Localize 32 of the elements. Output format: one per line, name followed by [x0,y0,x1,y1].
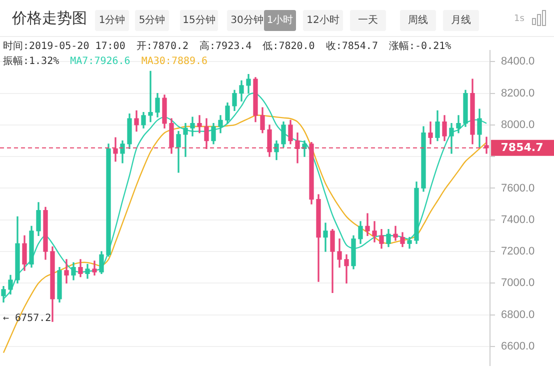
annotation: 振幅:1.32% [3,56,60,67]
ref-line-label: 7854.7 [500,140,544,154]
y-tick-label: 7200.0 [501,246,535,258]
chart-title: 价格走势图 [12,9,87,28]
annotation: 开:7870.2 [136,41,189,52]
annotation: 高:7923.4 [200,41,252,52]
annotation: MA7:7926.6 [70,56,130,67]
text: 5分钟 [135,10,169,31]
y-tick-label: 8400.0 [501,56,535,68]
text: 15分钟 [180,10,218,31]
annotation: MA30:7889.6 [141,56,208,67]
text: 一天 [350,10,386,31]
line-series [2,114,488,354]
text: 1分钟 [95,10,129,31]
annotation: 收:7854.7 [326,41,378,52]
text: 月线 [443,10,479,31]
text: 30分钟 [227,10,267,31]
line-series [2,92,488,300]
y-tick-label: 6600.0 [501,340,535,352]
text: 1小时 [264,10,296,31]
text: 12小时 [303,10,343,31]
y-tick-label: 8000.0 [501,118,535,131]
text: 周线 [400,10,436,31]
annotation: 涨幅:-0.21% [388,41,452,52]
y-tick-label: 7400.0 [501,214,535,226]
text: 1s [514,14,524,24]
y-tick-label: 7000.0 [501,277,535,290]
y-tick-label: 6800.0 [501,308,535,321]
annotation: 时间:2019-05-20 17:00 [3,41,126,52]
y-tick-label: 8200.0 [501,87,535,100]
annotation: 低:7820.0 [262,41,315,52]
y-tick-label: 7600.0 [501,182,535,194]
